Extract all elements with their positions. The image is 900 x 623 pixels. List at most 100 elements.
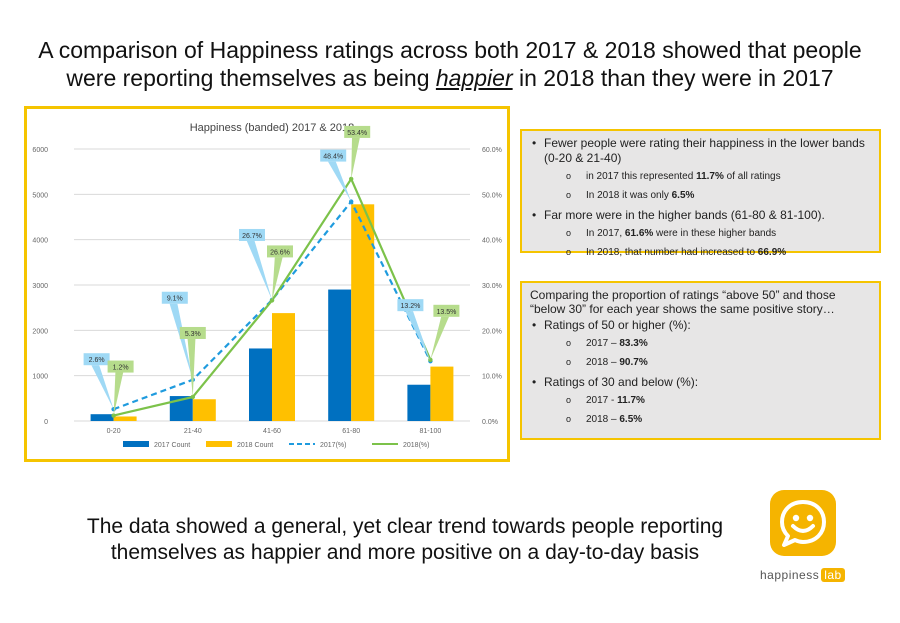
conclusion-line1: The data showed a general, yet clear tre… (86, 515, 724, 538)
callout-pointer (272, 257, 283, 301)
callout-pointer (430, 316, 449, 360)
brand-tag: lab (821, 568, 845, 582)
conclusion: The data showed a general, yet clear tre… (20, 514, 790, 566)
line-2017- (113, 199, 432, 411)
bar-2018-count (351, 204, 375, 421)
callout-pointer (169, 303, 193, 380)
finding-2017-higher-pre: In 2017, (586, 228, 625, 239)
callout-box (397, 299, 424, 312)
point-2017- (349, 199, 354, 204)
callout-box (239, 228, 265, 241)
finding-2017-lower-value: 11.7% (696, 171, 724, 182)
callout-pointer (405, 311, 431, 362)
legend-swatch (123, 441, 149, 447)
y-left-tick-label: 5000 (32, 192, 48, 199)
bar-2018-count (430, 366, 454, 421)
data-label: 26.6% (270, 249, 290, 256)
bar-2017-count (169, 396, 193, 421)
y-left-tick-label: 1000 (32, 374, 48, 381)
callout-pointer (351, 137, 360, 179)
callout-pointer (246, 240, 272, 300)
data-label: 1.2% (113, 365, 129, 372)
y-left-tick-label: 2000 (32, 328, 48, 335)
finding-2018-higher-pre: In 2018, that number had increased to (586, 247, 758, 258)
ratings-50-2018-pre: 2018 – (586, 357, 620, 368)
legend-label: 2018(%) (403, 442, 429, 449)
finding-2018-higher-value: 66.9% (757, 247, 787, 258)
brand-word: happiness (760, 568, 820, 582)
ratings-30-2017-value: 11.7% (617, 395, 645, 406)
ratings-50-2018: 2018 – 90.7% (530, 356, 871, 369)
headline-line2-post: in 2018 than they were in 2017 (512, 65, 834, 91)
y-right-tick-label: 20.0% (482, 328, 502, 335)
y-left-tick-label: 4000 (32, 238, 48, 245)
callout-box (344, 125, 371, 138)
ratings-50-higher: Ratings of 50 or higher (%): (530, 318, 871, 333)
bar-2017-count (328, 289, 352, 421)
callout-box (267, 245, 293, 258)
y-right-tick-label: 50.0% (482, 192, 502, 199)
ratings-50-2017-value: 83.3% (619, 338, 648, 349)
data-label: 48.4% (323, 154, 343, 161)
data-label: 13.5% (436, 309, 456, 316)
point-2018- (111, 413, 116, 418)
x-tick-label: 61-80 (342, 428, 360, 435)
finding-2017-higher-value: 61.6% (624, 228, 654, 239)
findings-box-1: Fewer people were rating their happiness… (520, 129, 881, 259)
ratings-50-2017-pre: 2017 – (586, 338, 620, 349)
data-label: 9.1% (167, 296, 183, 303)
headline-line2: were reporting themselves as being happi… (20, 64, 880, 92)
ratings-30-below: Ratings of 30 and below (%): (530, 375, 871, 390)
y-left-tick-label: 3000 (32, 283, 48, 290)
ratings-30-2017-pre: 2017 - (586, 395, 618, 406)
callout-box (433, 304, 460, 317)
y-right-tick-label: 60.0% (482, 147, 502, 154)
callout-box (179, 326, 206, 339)
callout-box (107, 360, 134, 373)
data-label: 26.7% (242, 233, 262, 240)
bar-2018-count (272, 313, 295, 421)
finding-2017-higher-post: were in these higher bands (653, 228, 777, 239)
callout-pointer (187, 338, 196, 397)
conclusion-line2: themselves as happier and more positive … (110, 541, 700, 564)
y-right-tick-label: 40.0% (482, 238, 502, 245)
ratings-30-2017: 2017 - 11.7% (530, 394, 871, 407)
bar-2018-count (192, 399, 216, 421)
ratings-50-2018-value: 90.7% (619, 357, 648, 368)
bar-2018-count (113, 416, 137, 421)
finding-2017-higher: In 2017, 61.6% were in these higher band… (530, 227, 871, 240)
x-tick-label: 21-40 (184, 428, 202, 435)
callout-pointer (91, 365, 114, 410)
x-tick-label: 0-20 (107, 428, 121, 435)
callout-pointer (328, 161, 352, 202)
chart-frame: Happiness (banded) 2017 & 2018 0 1000 2000 3… (24, 106, 510, 462)
y-right-tick-label: 10.0% (482, 374, 502, 381)
finding-lower-bands: Fewer people were rating their happiness… (530, 136, 871, 166)
callout-pointer (113, 372, 124, 416)
headline: A comparison of Happiness ratings across… (20, 36, 880, 92)
finding-2018-higher: In 2018, that number had increased to 66… (530, 246, 871, 259)
x-tick-label: 81-100 (420, 428, 442, 435)
y-right-tick-label: 0.0% (482, 419, 498, 426)
finding-2018-lower: In 2018 it was only 6.5% (530, 189, 871, 202)
ratings-30-2018: 2018 – 6.5% (530, 413, 871, 426)
smiley-chat-icon (770, 490, 836, 556)
finding-2018-lower-pre: In 2018 it was only (586, 190, 672, 201)
chart-title: Happiness (banded) 2017 & 2018 (190, 122, 355, 134)
findings-box-2: Comparing the proportion of ratings “abo… (520, 281, 881, 440)
finding-higher-bands: Far more were in the higher bands (61-80… (530, 208, 871, 223)
callout-box (320, 149, 347, 162)
callout-box (83, 353, 110, 366)
legend-label: 2017 Count (154, 442, 190, 449)
happiness-chart: Happiness (banded) 2017 & 2018 0 1000 2000 3… (32, 122, 502, 449)
finding-2017-lower-post: of all ratings (723, 171, 781, 182)
legend-label: 2017(%) (320, 442, 346, 449)
finding-2017-lower: in 2017 this represented 11.7% of all ra… (530, 170, 871, 183)
y-left-tick-label: 0 (44, 419, 48, 426)
finding-2017-lower-pre: in 2017 this represented (586, 171, 697, 182)
comparison-intro: Comparing the proportion of ratings “abo… (530, 288, 836, 316)
bar-2017-count (407, 384, 431, 421)
legend-label: 2018 Count (237, 442, 273, 449)
x-tick-label: 41-60 (263, 428, 281, 435)
ratings-30-2018-pre: 2018 – (586, 414, 620, 425)
